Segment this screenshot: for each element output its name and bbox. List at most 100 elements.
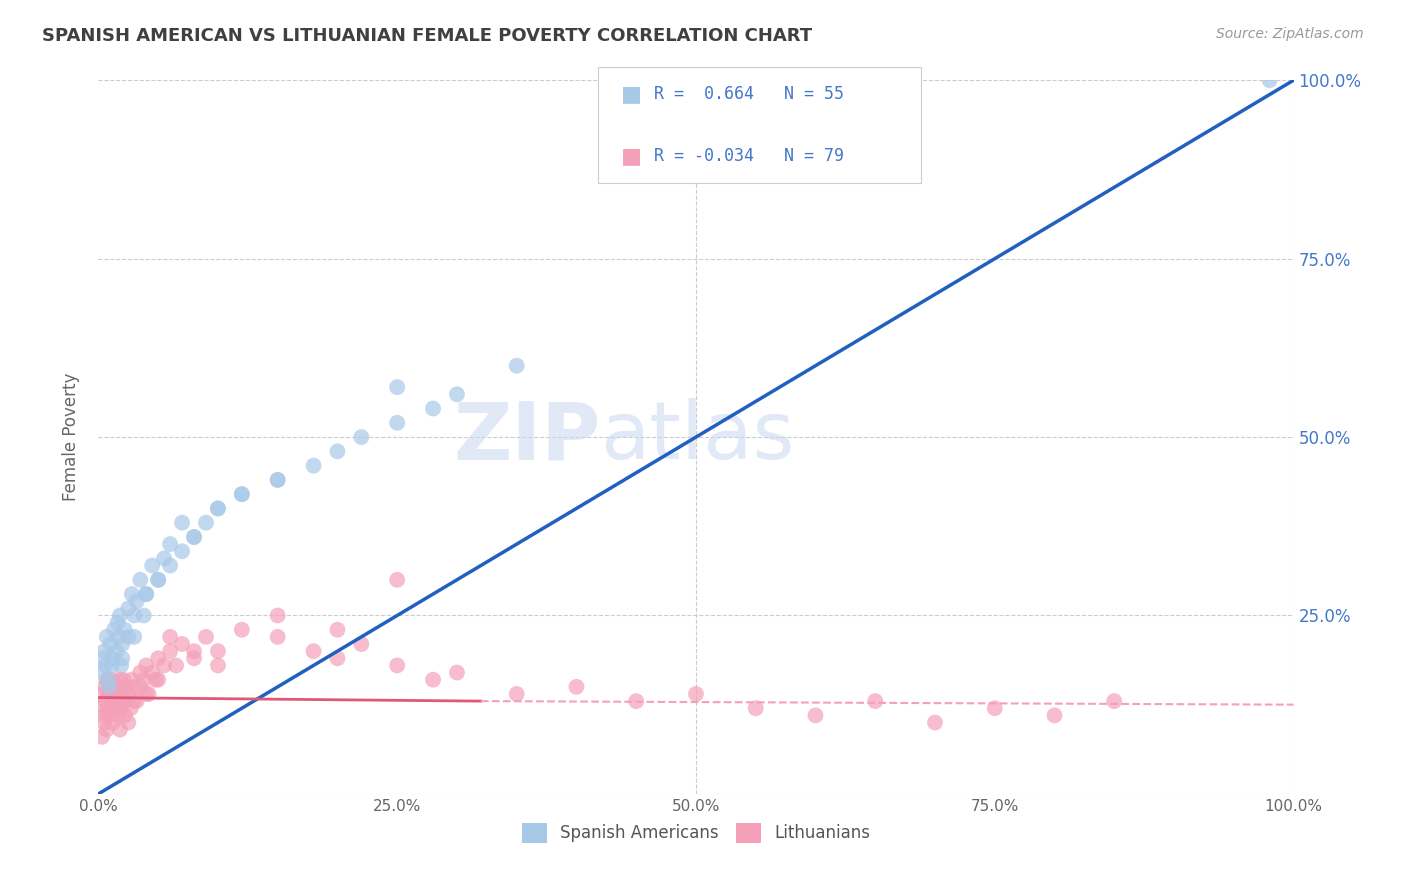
Point — [124, 694, 146, 708]
Point — [103, 701, 125, 715]
Point — [165, 658, 187, 673]
Point — [108, 608, 131, 623]
Point — [91, 651, 114, 665]
Text: Source: ZipAtlas.com: Source: ZipAtlas.com — [1216, 27, 1364, 41]
Point — [195, 630, 218, 644]
Point — [141, 558, 163, 573]
Point — [326, 444, 349, 458]
Point — [96, 723, 118, 737]
Point — [159, 558, 181, 573]
Point — [96, 630, 118, 644]
Point — [90, 701, 112, 715]
Point — [107, 615, 129, 630]
Point — [141, 665, 163, 680]
Point — [183, 530, 205, 544]
Point — [1043, 708, 1066, 723]
Point — [446, 387, 468, 401]
Point — [98, 687, 121, 701]
Point — [135, 587, 157, 601]
Point — [207, 501, 229, 516]
Point — [125, 694, 148, 708]
Point — [132, 608, 155, 623]
Point — [138, 687, 160, 701]
Point — [153, 658, 176, 673]
Point — [422, 401, 444, 416]
Point — [91, 730, 114, 744]
Point — [97, 701, 120, 715]
Point — [114, 694, 136, 708]
Text: atlas: atlas — [600, 398, 794, 476]
Text: R =  0.664   N = 55: R = 0.664 N = 55 — [654, 85, 844, 103]
Point — [207, 501, 229, 516]
Point — [117, 601, 139, 615]
Point — [101, 673, 124, 687]
Point — [145, 673, 167, 687]
Point — [267, 630, 290, 644]
Point — [105, 644, 128, 658]
Point — [135, 587, 157, 601]
Legend: Spanish Americans, Lithuanians: Spanish Americans, Lithuanians — [516, 816, 876, 850]
Point — [124, 630, 146, 644]
Point — [924, 715, 946, 730]
Point — [112, 673, 135, 687]
Point — [231, 623, 253, 637]
Point — [111, 651, 134, 665]
Point — [385, 573, 409, 587]
Point — [98, 680, 121, 694]
Point — [100, 658, 122, 673]
Point — [385, 380, 409, 394]
Point — [148, 573, 170, 587]
Point — [506, 687, 529, 701]
Point — [183, 651, 205, 665]
Point — [183, 530, 205, 544]
Point — [326, 623, 349, 637]
Point — [97, 673, 120, 687]
Text: SPANISH AMERICAN VS LITHUANIAN FEMALE POVERTY CORRELATION CHART: SPANISH AMERICAN VS LITHUANIAN FEMALE PO… — [42, 27, 813, 45]
Point — [98, 680, 122, 694]
Point — [98, 637, 122, 651]
Point — [267, 608, 290, 623]
Point — [104, 687, 127, 701]
Point — [385, 658, 409, 673]
Point — [100, 694, 122, 708]
Point — [117, 687, 139, 701]
Point — [93, 644, 115, 658]
Point — [107, 694, 129, 708]
Point — [804, 708, 827, 723]
Point — [172, 637, 194, 651]
Point — [745, 701, 768, 715]
Point — [506, 359, 529, 373]
Point — [96, 673, 118, 687]
Point — [865, 694, 887, 708]
Point — [159, 644, 181, 658]
Point — [121, 587, 143, 601]
Point — [326, 651, 349, 665]
Point — [132, 673, 155, 687]
Point — [135, 658, 157, 673]
Point — [91, 665, 114, 680]
Point — [115, 680, 138, 694]
Point — [121, 673, 143, 687]
Point — [94, 658, 117, 673]
Point — [148, 673, 170, 687]
Point — [984, 701, 1007, 715]
Point — [302, 644, 325, 658]
Point — [626, 694, 648, 708]
Point — [267, 473, 290, 487]
Point — [350, 637, 373, 651]
Point — [148, 573, 170, 587]
Point — [1104, 694, 1126, 708]
Point — [385, 416, 409, 430]
Point — [125, 594, 148, 608]
Point — [159, 537, 181, 551]
Text: ZIP: ZIP — [453, 398, 600, 476]
Point — [422, 673, 444, 687]
Point — [231, 487, 253, 501]
Point — [148, 651, 170, 665]
Text: ■: ■ — [621, 84, 643, 103]
Point — [107, 630, 129, 644]
Point — [110, 701, 132, 715]
Point — [183, 644, 205, 658]
Point — [685, 687, 707, 701]
Point — [207, 644, 229, 658]
